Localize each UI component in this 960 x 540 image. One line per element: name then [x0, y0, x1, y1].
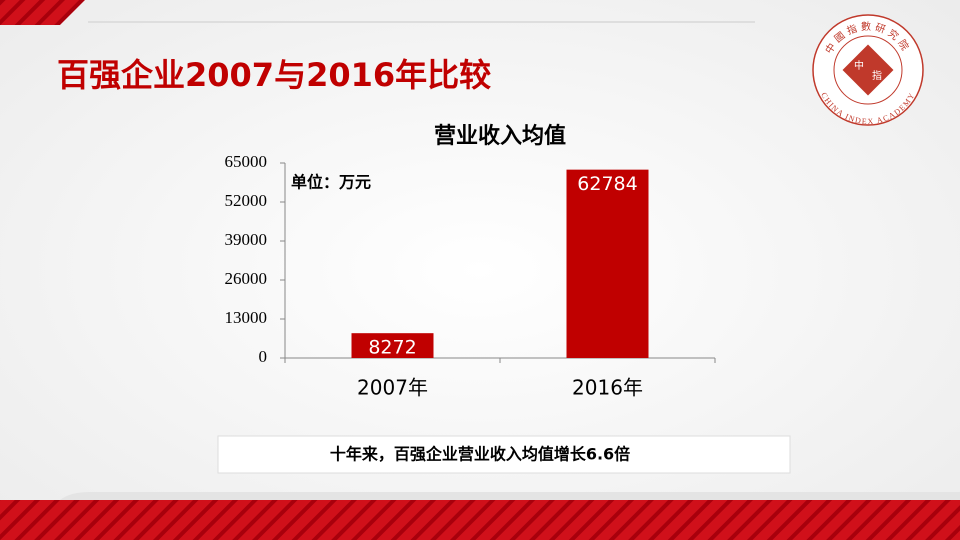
slide-title: 百强企业2007与2016年比较: [57, 56, 491, 94]
note: 十年来，百强企业营业收入均值增长6.6倍: [330, 445, 630, 464]
y-tick-label: 65000: [225, 152, 268, 171]
bar: [566, 169, 649, 358]
bottom-shadow: [60, 492, 960, 500]
data-label: 62784: [577, 173, 637, 195]
x-tick-label: 2016年: [572, 376, 643, 400]
y-tick-label: 39000: [225, 230, 268, 249]
logo-char: 指: [872, 69, 882, 82]
plot: 0 13000 26000 39000 52000 65000 2007年 8272 2016年…: [225, 152, 716, 400]
chart-title: 营业收入均值: [434, 123, 566, 149]
unit-label: 单位：万元: [291, 173, 371, 192]
y-tick-label: 52000: [225, 191, 268, 210]
bar: [351, 333, 434, 358]
data-label: 8272: [368, 337, 416, 359]
y-tick-label: 13000: [225, 308, 268, 327]
logo-inner-ring: [833, 35, 903, 105]
bottom-band: [0, 500, 960, 540]
y-tick-label: 0: [259, 347, 268, 366]
logo-char: 中: [854, 59, 864, 72]
logo: 中國指數研究院 CHINA INDEX ACADEMY 中 指: [812, 14, 924, 126]
y-tick-label: 26000: [225, 269, 268, 288]
corner-stripes: [0, 0, 85, 25]
logo-diamond: [842, 44, 894, 96]
x-tick-label: 2007年: [357, 376, 428, 400]
note-box: [217, 435, 791, 474]
